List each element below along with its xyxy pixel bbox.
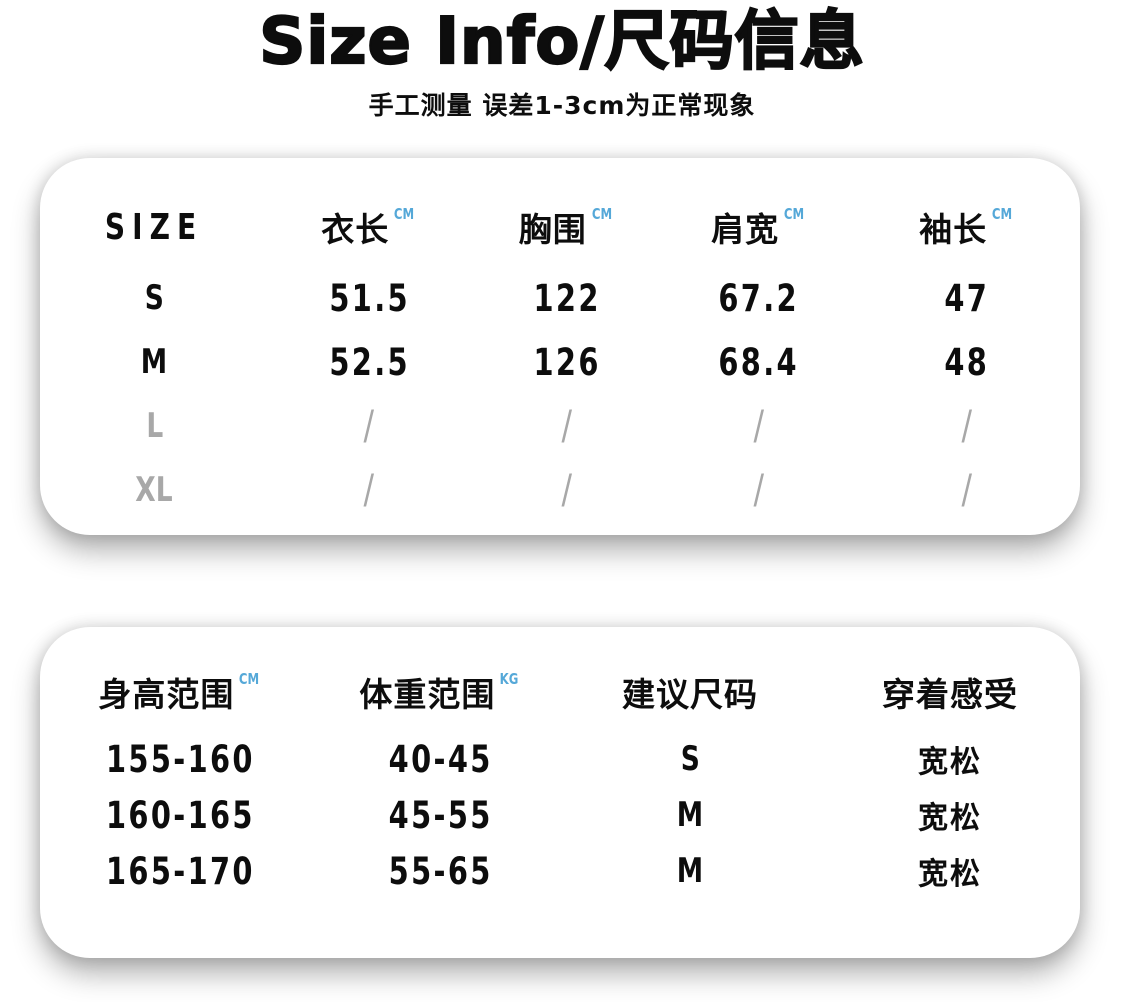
measurement-value: / [961,403,973,449]
column-header-height-range: 身高范围 CM [98,670,260,714]
unit-label: CM [394,205,415,223]
measurement-value: 67.2 [718,276,800,320]
page-title: Size Info/尺码信息 [258,4,865,80]
unit-label: CM [784,205,805,223]
measurement-value: 47 [944,276,990,320]
measurement-value: / [561,403,573,449]
measurement-value: 68.4 [718,340,800,384]
fit-row-1: 155-160 40-45 S 宽松 [40,731,1080,787]
measurement-value: / [363,403,375,449]
table-row-size-m: M 52.5 126 68.4 48 [40,330,1080,394]
fit-row-3: 165-170 55-65 M 宽松 [40,843,1080,899]
wearing-feel-value: 宽松 [917,801,982,836]
weight-range-value: 40-45 [388,737,493,781]
height-range-value: 155-160 [105,737,255,781]
measurement-value: / [961,467,973,513]
size-label: M [141,342,168,382]
measurement-value: 52.5 [328,340,410,384]
column-header-suggested-size: 建议尺码 [621,675,758,714]
fit-table-card: 身高范围 CM 体重范围 KG 建议尺码 穿着感受 155-160 40-45 S … [40,627,1080,958]
weight-range-value: 45-55 [388,793,493,837]
measurement-table-header: SIZE 衣长 CM 胸围 CM 肩宽 CM 袖长 CM [40,188,1080,266]
table-row-size-xl: XL / / / / [40,458,1080,522]
page-subtitle: 手工测量 误差1-3cm为正常现象 [368,91,756,120]
height-range-value: 160-165 [105,793,255,837]
column-header-weight-range: 体重范围 KG [359,670,519,714]
suggested-size-value: S [680,739,700,779]
measurement-table-card: SIZE 衣长 CM 胸围 CM 肩宽 CM 袖长 CM S 51.5 122 67.2… [40,158,1080,535]
unit-label: CM [591,205,612,223]
column-header-wearing-feel: 穿着感受 [881,675,1018,714]
measurement-value: 122 [533,276,601,320]
column-header-sleeve: 袖长 CM [919,205,1013,249]
column-header-bust: 胸围 CM [518,205,612,249]
measurement-value: 48 [944,340,990,384]
measurement-value: 51.5 [328,276,410,320]
weight-range-value: 55-65 [388,849,493,893]
size-label: S [144,278,164,318]
unit-label: KG [500,670,519,688]
table-row-size-l: L / / / / [40,394,1080,458]
column-header-shoulder: 肩宽 CM [711,205,805,249]
column-header-garment-length: 衣长 CM [321,205,415,249]
unit-label: CM [992,205,1013,223]
measurement-value: / [363,467,375,513]
size-label: L [145,406,163,446]
size-label: XL [135,470,174,510]
wearing-feel-value: 宽松 [917,857,982,892]
suggested-size-value: M [676,851,704,891]
fit-row-2: 160-165 45-55 M 宽松 [40,787,1080,843]
unit-label: CM [239,670,260,688]
column-header-size: SIZE [105,206,204,248]
suggested-size-value: M [676,795,704,835]
measurement-value: / [561,467,573,513]
wearing-feel-value: 宽松 [917,745,982,780]
fit-table-header: 身高范围 CM 体重范围 KG 建议尺码 穿着感受 [40,653,1080,731]
measurement-value: 126 [533,340,601,384]
measurement-value: / [753,403,765,449]
height-range-value: 165-170 [105,849,255,893]
measurement-value: / [753,467,765,513]
table-row-size-s: S 51.5 122 67.2 47 [40,266,1080,330]
